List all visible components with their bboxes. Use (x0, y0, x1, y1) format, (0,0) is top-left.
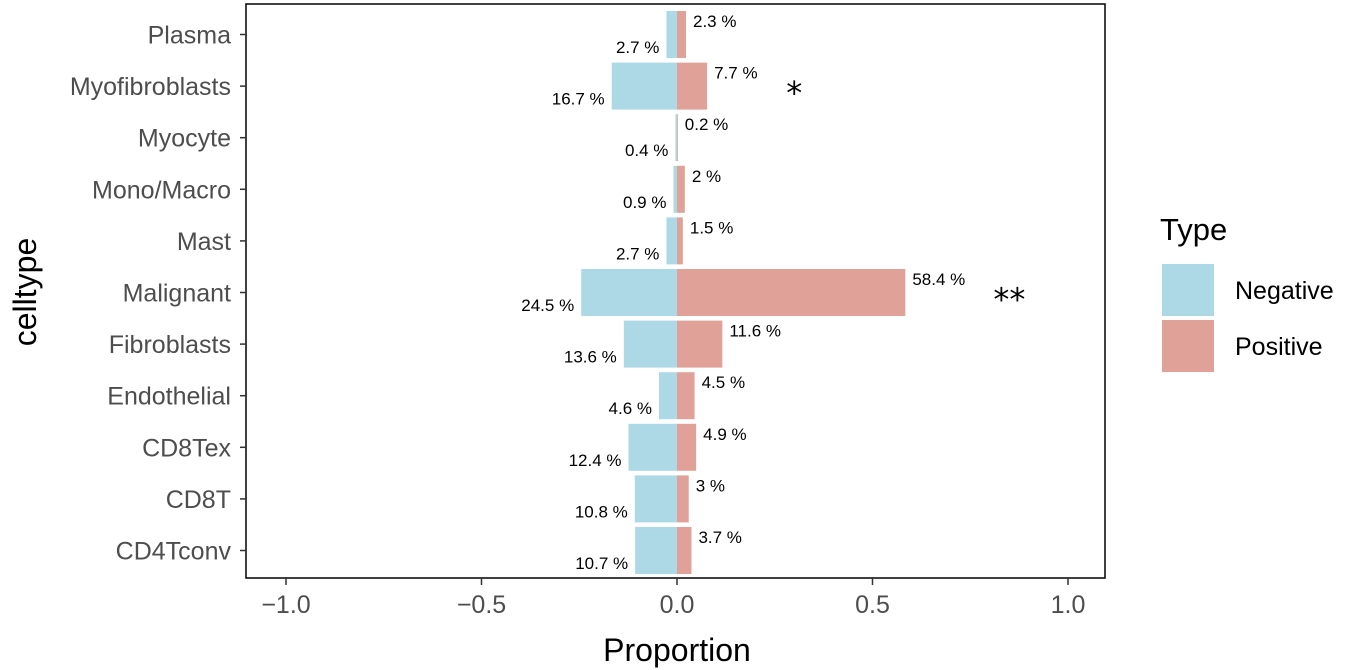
bar-positive-mast (677, 217, 683, 265)
bar-positive-cd8t (677, 475, 689, 523)
bar-negative-endothelial (659, 372, 677, 420)
bar-negative-plasma (666, 11, 677, 58)
data-label-positive-fibroblasts: 11.6 % (729, 322, 781, 341)
data-label-positive-myofibroblasts: 7.7 % (714, 64, 757, 83)
data-label-negative-cd8t: 10.8 % (575, 502, 628, 521)
y-tick-label-cd4tconv: CD4Tconv (116, 538, 232, 566)
x-tick-label-2: 0.0 (660, 591, 695, 619)
y-tick-label-fibroblasts: Fibroblasts (109, 331, 231, 359)
x-tick-label-1: −0.5 (457, 591, 506, 619)
bar-negative-fibroblasts (623, 320, 677, 368)
data-label-positive-plasma: 2.3 % (693, 12, 736, 31)
bar-negative-cd8t (634, 475, 677, 523)
y-tick-label-cd8tex: CD8Tex (142, 434, 231, 462)
annotations-layer: *** (786, 74, 1025, 318)
legend-title: Type (1160, 212, 1227, 247)
bar-positive-cd8tex (677, 423, 697, 471)
y-tick-label-mono-macro: Mono/Macro (92, 176, 231, 204)
data-label-positive-cd8tex: 4.9 % (703, 425, 746, 444)
data-label-negative-myofibroblasts: 16.7 % (552, 90, 605, 109)
bar-positive-myocyte (677, 114, 678, 162)
bar-positive-endothelial (677, 372, 695, 420)
data-label-negative-fibroblasts: 13.6 % (564, 348, 617, 367)
legend-key-positive (1162, 320, 1214, 372)
y-tick-label-mast: Mast (177, 228, 231, 256)
plot-panel-border (245, 3, 1106, 579)
legend-label-positive: Positive (1235, 333, 1323, 361)
data-label-negative-malignant: 24.5 % (521, 296, 574, 315)
x-axis: −1.0 −0.5 0.0 0.5 1.0 (261, 578, 1085, 619)
bar-positive-myofibroblasts (677, 62, 708, 110)
y-axis-title: celltype (7, 238, 43, 347)
y-axis: Plasma Myofibroblasts Myocyte Mono/Macro Mas… (70, 22, 246, 566)
legend: Type Negative Positive (1160, 212, 1334, 372)
data-label-negative-endothelial: 4.6 % (609, 399, 652, 418)
bar-negative-malignant (581, 269, 677, 316)
bar-positive-cd4tconv (677, 527, 692, 574)
significance-malignant: ** (993, 281, 1025, 319)
y-tick-label-endothelial: Endothelial (107, 383, 231, 411)
x-axis-title: Proportion (603, 632, 751, 668)
x-tick-label-0: −1.0 (261, 591, 310, 619)
data-label-negative-mono-macro: 0.9 % (623, 193, 666, 212)
x-tick-label-3: 0.5 (855, 591, 890, 619)
y-tick-label-malignant: Malignant (123, 280, 231, 308)
data-label-positive-mast: 1.5 % (690, 218, 733, 237)
data-label-positive-endothelial: 4.5 % (702, 373, 745, 392)
bar-positive-fibroblasts (677, 320, 723, 368)
bar-negative-myofibroblasts (611, 62, 677, 110)
data-label-positive-myocyte: 0.2 % (685, 115, 728, 134)
data-label-positive-malignant: 58.4 % (912, 270, 965, 289)
bar-negative-mono-macro (673, 165, 677, 213)
data-label-positive-cd8t: 3 % (696, 476, 725, 495)
data-label-positive-mono-macro: 2 % (692, 167, 721, 186)
bar-positive-mono-macro (677, 165, 685, 213)
bar-negative-cd4tconv (635, 527, 677, 574)
bars-layer (581, 11, 906, 574)
data-label-negative-cd4tconv: 10.7 % (575, 554, 628, 573)
data-label-negative-plasma: 2.7 % (616, 38, 659, 57)
y-tick-label-cd8t: CD8T (166, 486, 231, 514)
y-tick-label-myocyte: Myocyte (138, 125, 231, 153)
y-tick-label-myofibroblasts: Myofibroblasts (70, 73, 231, 101)
bar-negative-cd8tex (628, 423, 677, 471)
data-label-negative-cd8tex: 12.4 % (569, 451, 622, 470)
legend-key-negative (1162, 264, 1214, 316)
bar-positive-plasma (677, 11, 686, 58)
data-label-negative-mast: 2.7 % (616, 244, 659, 263)
data-labels-layer: 2.7 % 2.3 % 16.7 % 7.7 % 0.4 % 0.2 % 0.9 % 2 % 2… (521, 12, 965, 573)
bar-negative-myocyte (675, 114, 677, 162)
legend-label-negative: Negative (1235, 277, 1334, 305)
x-tick-label-4: 1.0 (1051, 591, 1086, 619)
bar-negative-mast (666, 217, 677, 265)
data-label-positive-cd4tconv: 3.7 % (698, 528, 741, 547)
y-tick-label-plasma: Plasma (148, 22, 231, 50)
bar-positive-malignant (677, 269, 906, 316)
significance-myofibroblasts: * (786, 74, 802, 112)
data-label-negative-myocyte: 0.4 % (625, 141, 668, 160)
